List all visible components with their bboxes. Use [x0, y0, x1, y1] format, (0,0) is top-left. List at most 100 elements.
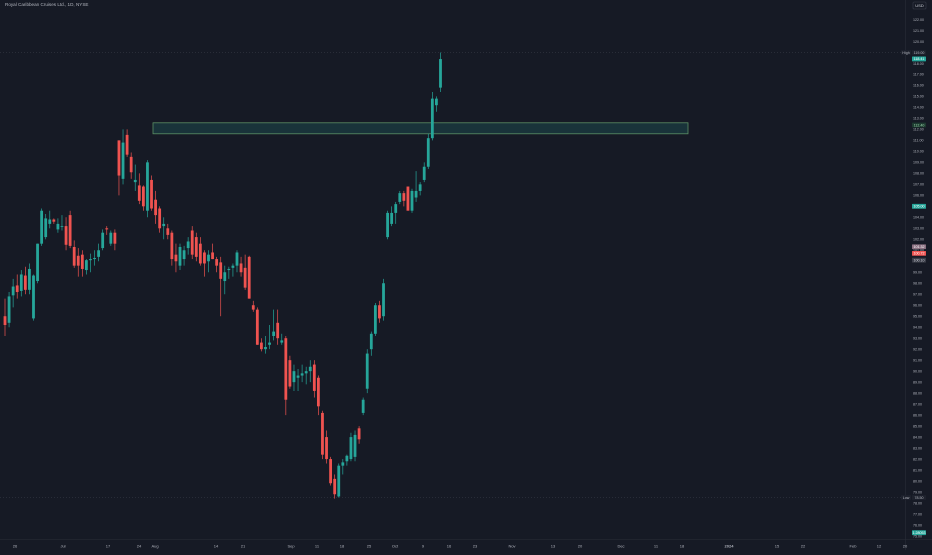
candle-body	[296, 375, 300, 378]
candle	[382, 278, 385, 321]
price-tick-label: 118.00	[913, 62, 924, 66]
price-badge-c-bg	[912, 250, 926, 256]
candle	[60, 215, 64, 231]
price-tick-label: 90.00	[913, 369, 922, 373]
candle-body	[398, 193, 402, 202]
candle	[414, 171, 418, 202]
candle-body	[414, 190, 418, 198]
candle	[426, 133, 430, 169]
candle-body	[280, 340, 284, 343]
time-tick-label: 9	[422, 543, 425, 548]
candle	[345, 454, 349, 466]
candle-body	[76, 255, 80, 266]
candle-body	[137, 185, 141, 201]
candle-body	[117, 140, 121, 176]
candle-body	[93, 257, 96, 260]
candle-body	[288, 360, 292, 387]
price-tick-label: 121.00	[913, 29, 924, 33]
candle-body	[154, 199, 157, 216]
candle-body	[325, 437, 328, 460]
candle-body	[308, 366, 312, 372]
candle	[406, 186, 410, 211]
candle	[154, 190, 157, 224]
time-tick-label: Aug	[151, 543, 158, 548]
candle-body	[219, 262, 223, 279]
candle-body	[146, 162, 149, 211]
price-axis[interactable]: 122.00 121.00 120.00 119.00 118.00 117.00 116.…	[913, 18, 924, 539]
candle	[373, 303, 377, 336]
price-badge-d: 100.10	[912, 257, 926, 263]
candle-body	[44, 218, 48, 238]
candle-body	[276, 322, 280, 339]
candle-body	[260, 342, 263, 350]
candle	[109, 230, 113, 246]
time-tick-label: 11	[315, 543, 320, 548]
candle	[308, 360, 312, 383]
candle-body	[203, 252, 206, 264]
price-badge-a-bg	[912, 203, 926, 209]
candle	[36, 243, 39, 284]
candle	[235, 250, 239, 273]
candle	[280, 333, 284, 345]
candle-body	[333, 478, 337, 495]
resistance-zone[interactable]	[152, 122, 689, 135]
price-tick-label: 107.00	[913, 183, 924, 187]
candle	[133, 164, 137, 191]
zone-price-badge-bg	[912, 122, 926, 128]
time-tick-label: 21	[241, 543, 246, 548]
candle-body	[239, 263, 243, 273]
price-tick-label: 117.00	[913, 73, 924, 77]
candle	[162, 217, 166, 240]
price-tick-label: 80.00	[913, 479, 922, 483]
candle	[207, 250, 210, 273]
time-tick-label: 26	[13, 543, 18, 548]
candle	[386, 210, 389, 240]
price-tick-label: 120.00	[913, 40, 924, 44]
candle-body	[80, 254, 84, 269]
candle-body	[68, 215, 72, 246]
candle	[369, 331, 373, 356]
candle	[137, 173, 141, 205]
candle-body	[11, 286, 15, 296]
candle-body	[121, 142, 125, 179]
currency-label: USD	[915, 3, 924, 8]
candle-body	[166, 228, 170, 235]
high-tag-text: High	[902, 51, 909, 55]
candles-layer	[3, 52, 442, 499]
candle-body	[386, 212, 389, 238]
candle	[85, 259, 88, 275]
candle-body	[426, 138, 430, 167]
bottom-badge: 1.28053	[912, 530, 926, 536]
candle	[227, 266, 231, 279]
price-tick-label: 97.00	[913, 293, 922, 297]
candle-body	[357, 428, 361, 440]
candle-body	[182, 250, 186, 260]
candle	[378, 300, 381, 323]
candle	[349, 432, 353, 462]
candle	[80, 250, 84, 277]
price-tick-label: 112.00	[913, 128, 924, 132]
candle	[260, 338, 263, 352]
candle	[170, 230, 174, 266]
candle	[231, 263, 235, 277]
resistance-zone-layer[interactable]	[152, 122, 689, 135]
time-axis[interactable]: 26 Jul 17 24 Aug 14 21 Sep 11 18 25 Oct 9 16 23 Nov 13 20…	[13, 543, 908, 548]
zone-price-badge: 112.40	[912, 122, 926, 128]
candle	[28, 263, 31, 295]
price-tick-label: 76.00	[913, 523, 922, 527]
candle-body	[150, 179, 153, 209]
price-tick-label: 96.00	[913, 304, 922, 308]
price-tick-label: 94.00	[913, 326, 922, 330]
candle	[288, 355, 292, 389]
price-tick-label: 99.00	[913, 271, 922, 275]
candle-body	[418, 184, 422, 191]
price-tick-label: 86.00	[913, 413, 922, 417]
low-value-badge-text: 78.50	[915, 496, 924, 500]
candle-body	[72, 246, 76, 266]
price-tick-label: 79.00	[913, 490, 922, 494]
bottom-badge-text: 1.28053	[913, 531, 926, 535]
candle	[125, 129, 129, 157]
currency-button[interactable]: USD	[912, 1, 927, 10]
